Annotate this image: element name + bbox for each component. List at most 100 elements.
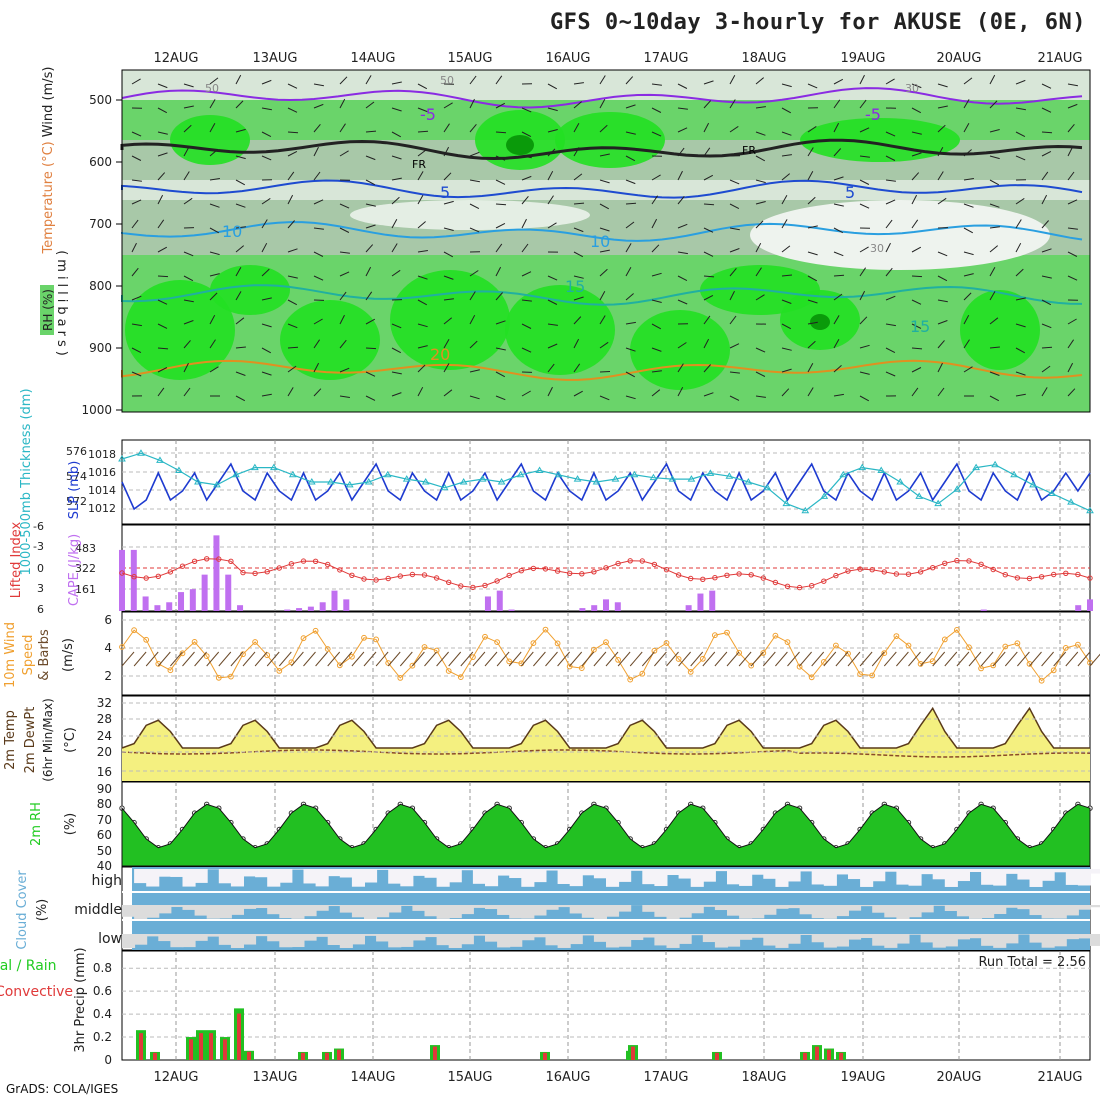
rh-band	[122, 70, 1090, 100]
wind-barb	[1041, 346, 1053, 349]
wind-barb	[911, 246, 922, 253]
wind-barb	[781, 299, 792, 304]
cloud-low-gap	[666, 934, 680, 948]
wind-barb	[847, 651, 861, 667]
wind-barb	[469, 179, 480, 183]
wind-barb	[989, 155, 1000, 160]
wind-barb	[781, 388, 790, 397]
precip-conv-bar	[223, 1039, 227, 1060]
cloud-low-gap	[472, 934, 486, 936]
wind-barb	[443, 227, 454, 231]
ylabel-cape: CAPE (J/kg)	[67, 534, 82, 606]
wind-barb	[1077, 651, 1091, 667]
wind-speed-point	[796, 663, 803, 670]
wind-barb	[885, 295, 896, 301]
cloud-middle-gap	[1029, 905, 1043, 916]
wind-barb	[963, 203, 974, 208]
cape-panel	[119, 524, 1093, 612]
wind-barb	[911, 323, 922, 329]
wind-barb	[496, 651, 510, 667]
cloud-middle-gap	[364, 905, 378, 919]
precip-conv-bar	[209, 1033, 213, 1060]
thickness-point	[896, 478, 905, 485]
wind-barb	[963, 273, 974, 277]
cloud-middle-gap	[618, 905, 632, 912]
wind-barb	[807, 83, 818, 89]
li-point	[506, 572, 512, 579]
wind-barb	[157, 275, 169, 278]
thickness-point	[687, 475, 696, 482]
wind-speed-line	[121, 628, 1091, 682]
wind-barb	[313, 275, 324, 281]
wind-barb	[989, 395, 1000, 402]
wind-barb	[937, 171, 944, 181]
thickness-tick: 576	[66, 445, 87, 458]
rh-peak-blob	[810, 314, 830, 330]
cloud-middle-gap	[194, 905, 208, 916]
date-label-bottom: 18AUG	[741, 1070, 786, 1085]
wind-barb	[469, 270, 479, 277]
wind-barb	[339, 367, 350, 373]
wind-barb	[781, 83, 792, 88]
cloud-middle-gap	[267, 905, 281, 915]
wind-barb	[833, 315, 840, 325]
ylabel-rh2m: 2m RH	[29, 802, 44, 846]
wind-barb	[131, 78, 141, 85]
pressure-tick: 600	[89, 155, 112, 169]
wind-barb	[963, 366, 973, 373]
wind-barb	[651, 272, 662, 277]
cloud-high-gap	[763, 869, 777, 879]
li-point	[433, 575, 440, 581]
rh-dry-area	[750, 200, 1050, 270]
wind-barb	[183, 299, 194, 303]
cloud-middle-gap	[860, 905, 874, 907]
wind-barb	[605, 651, 619, 667]
wind-barb	[417, 299, 428, 306]
cloud-low-gap	[436, 934, 450, 946]
wind-barb	[469, 395, 480, 400]
ylabel-cloud-unit: (%)	[35, 899, 50, 922]
thickness-point	[137, 449, 145, 456]
wind-barb	[443, 275, 454, 280]
wind-barb	[781, 107, 792, 114]
ylabel-wind: Wind (m/s)	[41, 67, 56, 138]
cloud-high-gap	[908, 869, 922, 886]
cape-bar	[130, 549, 137, 611]
cloud-middle-gap	[400, 905, 414, 906]
wind-barb	[363, 651, 377, 667]
wind-barb	[547, 129, 558, 133]
wind-speed-point	[457, 674, 464, 680]
wind-barb	[547, 170, 554, 181]
wind-barb	[235, 245, 245, 253]
cloud-low-gap	[424, 934, 438, 938]
wind-barb	[1041, 107, 1052, 113]
wind-barb	[937, 275, 948, 282]
wind-speed-point	[772, 632, 779, 639]
cloud-low-gap	[243, 934, 257, 945]
cloud-middle-gap	[170, 905, 184, 907]
wind-barb	[131, 179, 142, 182]
wind-barb	[1029, 651, 1042, 667]
cloud-high-gap	[606, 869, 620, 887]
cloud-middle-gap	[581, 905, 595, 918]
wind-barb	[443, 317, 453, 325]
wind-barb	[599, 98, 606, 109]
wind-barb	[729, 203, 740, 210]
ylabel-cloud: Cloud Cover	[15, 870, 30, 950]
wind-speed-point	[675, 656, 682, 662]
wind-barb	[963, 292, 972, 301]
wind-barb	[443, 389, 453, 397]
wind-barb	[443, 363, 450, 373]
cloud-low-gap	[763, 934, 777, 946]
wind-speed-point	[203, 653, 210, 659]
wind-barb	[937, 320, 948, 325]
thickness-line	[121, 452, 1091, 512]
wind-barb	[599, 203, 610, 210]
wind-barb	[261, 79, 272, 85]
wind-barb	[391, 131, 402, 138]
wind-barb	[937, 83, 948, 88]
thickness-point	[402, 475, 411, 482]
cloud-high-gap	[230, 869, 244, 887]
rh-high-blob	[170, 115, 250, 165]
wind-barb	[859, 203, 870, 209]
